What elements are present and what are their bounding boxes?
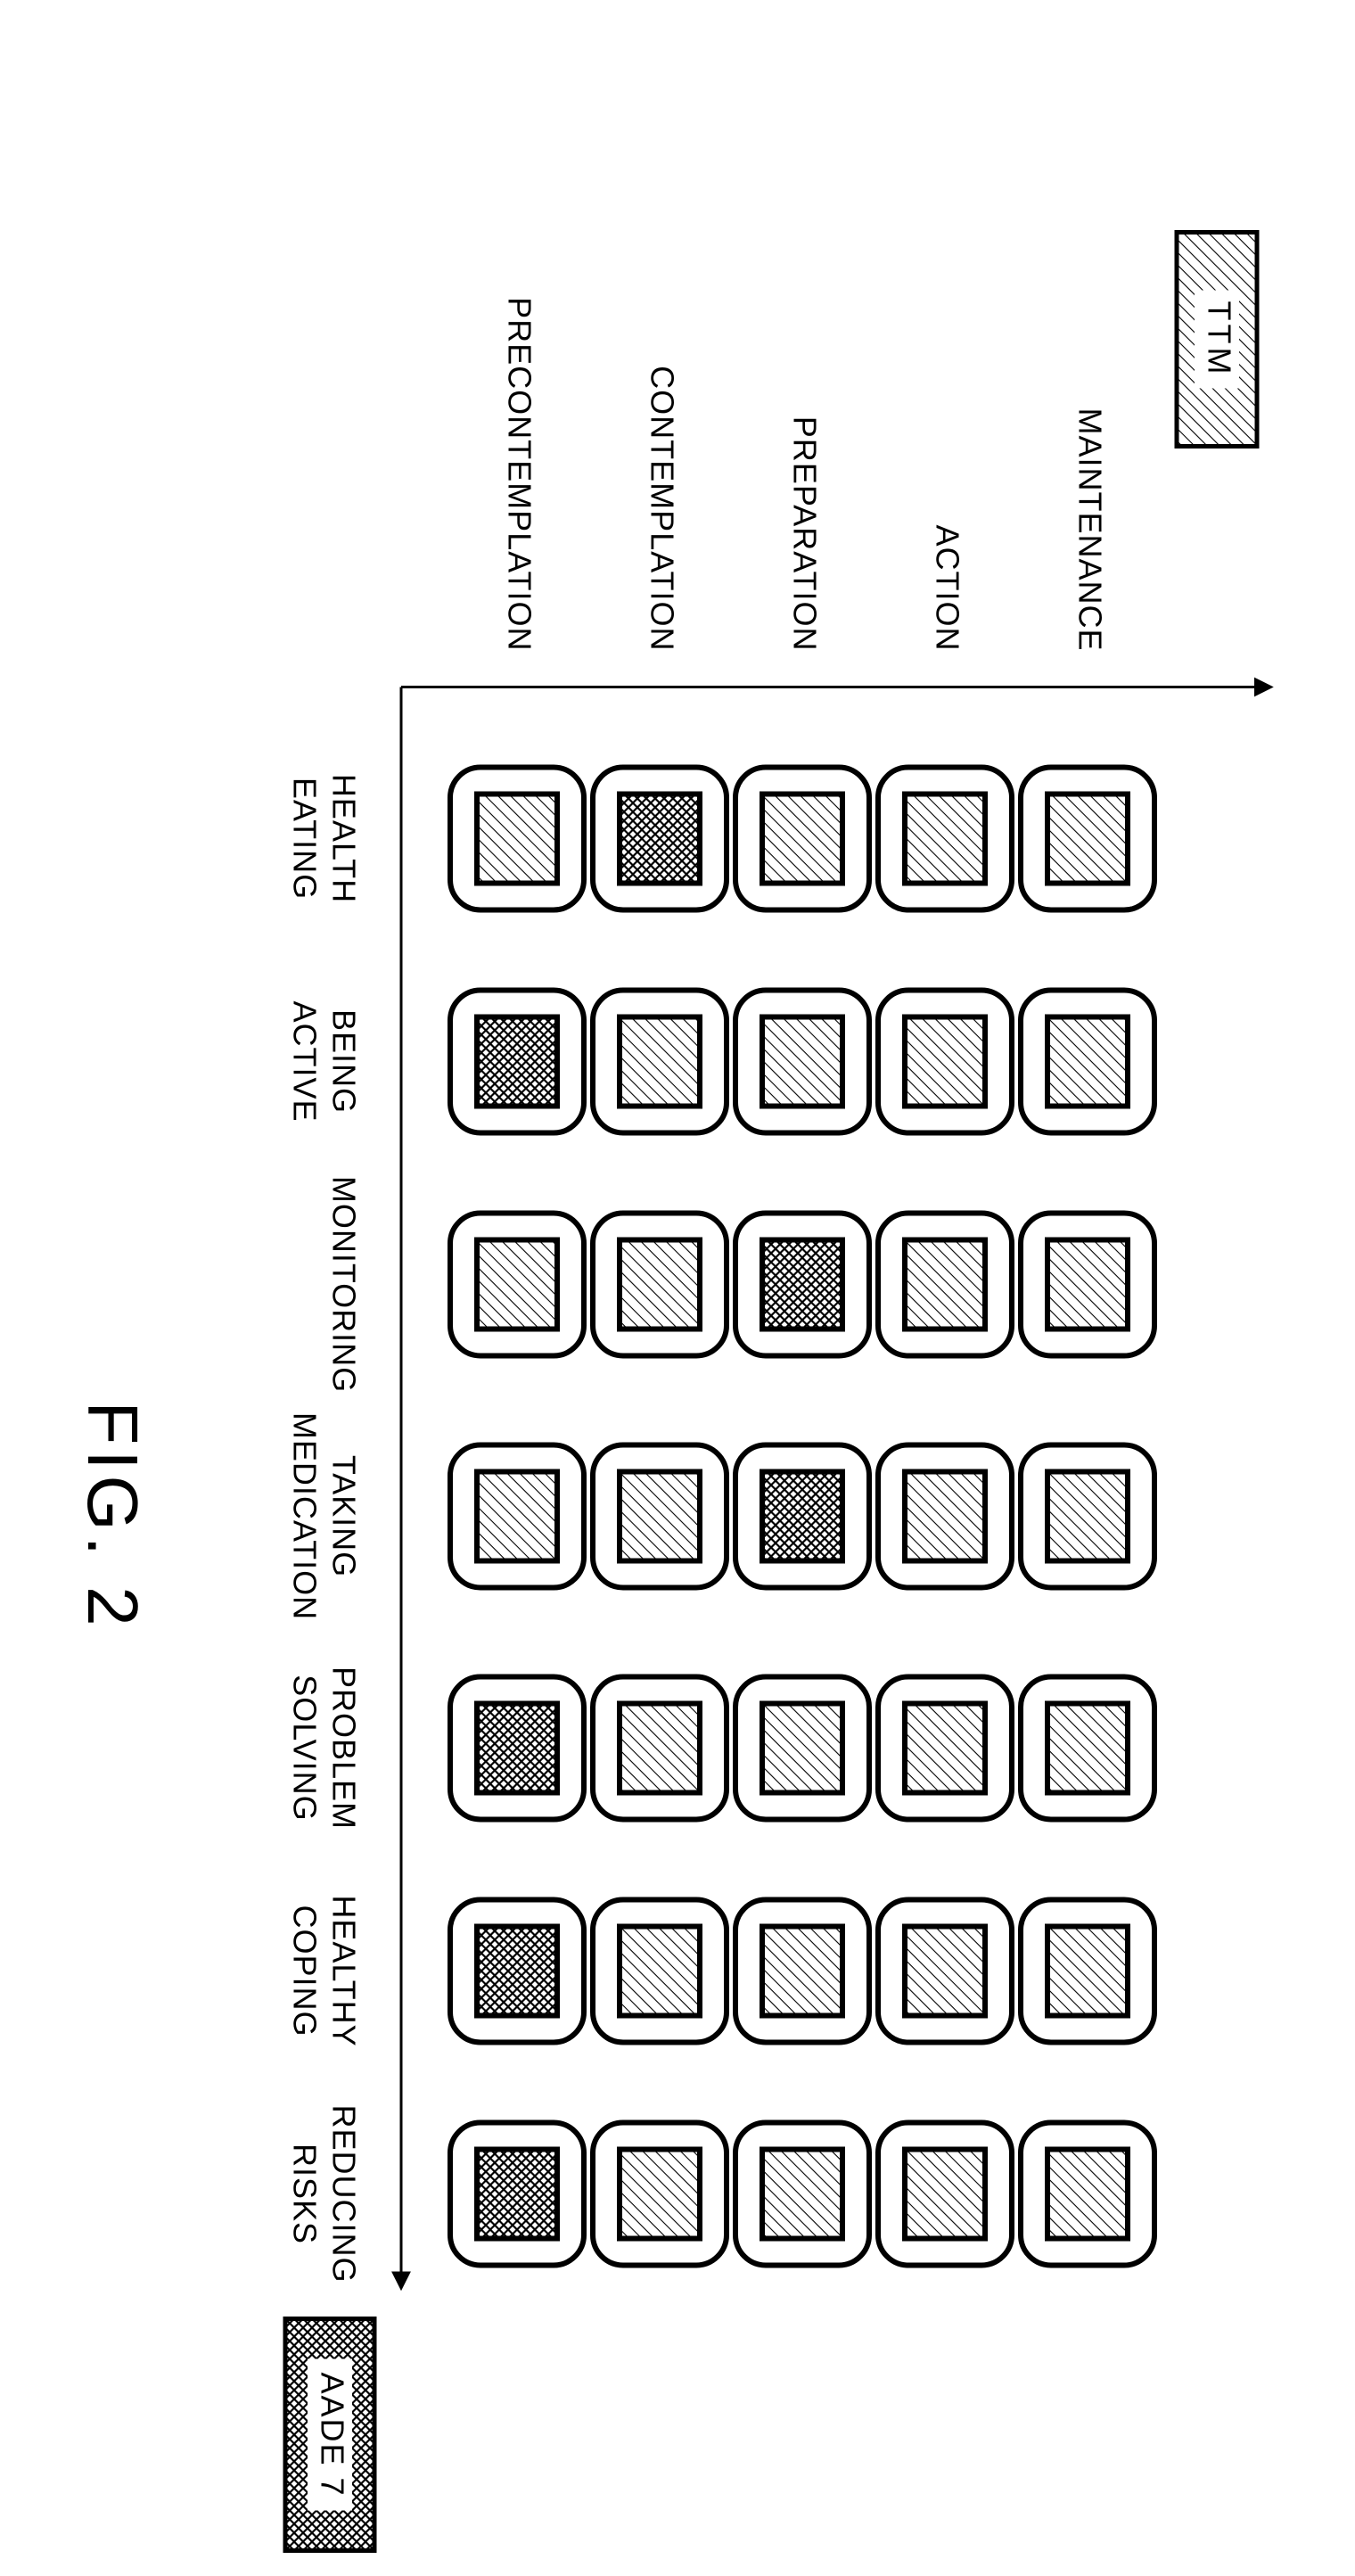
grid-cell [735,1444,869,1587]
y-axis-label: ACTION [929,524,965,651]
x-axis-label: PROBLEM [326,1666,363,1829]
grid-column [450,1676,1154,1819]
y-axis-label: CONTEMPLATION [644,366,680,651]
y-axis-label: PREPARATION [786,416,823,651]
x-axis-label: RISKS [287,2143,324,2243]
x-axis-label: HEALTH [326,773,363,902]
grid-cell [735,990,869,1132]
x-axis-label: BEING [326,1008,363,1113]
grid-cell [450,767,584,909]
ttm-badge-label: TTM [1201,300,1237,377]
grid-cell [1021,990,1154,1132]
x-axis-label: HEALTHY [326,1895,363,2046]
x-axis-label: TAKING [326,1454,363,1576]
grid-cell [593,990,727,1132]
grid-cell [450,1676,584,1819]
grid-cell [878,1444,1012,1587]
grid-cell [593,2122,727,2265]
grid-cell [1021,1444,1154,1587]
grid-cell [735,1676,869,1819]
grid-column [450,1444,1154,1587]
grid-cell [878,1213,1012,1355]
grid-cell [450,2122,584,2265]
grid-cell [593,767,727,909]
grid [450,767,1154,2265]
grid-cell [735,767,869,909]
grid-cell [878,2122,1012,2265]
x-axis-label: EATING [287,777,324,899]
grid-cell [735,1213,869,1355]
grid-cell [593,1444,727,1587]
grid-cell [1021,1213,1154,1355]
x-axis-label: MONITORING [326,1175,363,1392]
aade7-badge-label: AADE 7 [314,2372,350,2497]
grid-cell [878,1676,1012,1819]
x-axis-label: SOLVING [287,1675,324,1821]
ttm-badge: TTM [1177,232,1257,446]
x-axis-label: MEDICATION [287,1411,324,1619]
grid-cell [735,1899,869,2042]
aade7-badge: AADE 7 [285,2318,374,2550]
grid-cell [450,1444,584,1587]
x-axis-label: COPING [287,1905,324,2037]
grid-cell [1021,1899,1154,2042]
grid-column [450,767,1154,909]
grid-cell [1021,767,1154,909]
grid-cell [593,1676,727,1819]
grid-cell [878,990,1012,1132]
grid-cell [450,1213,584,1355]
grid-column [450,990,1154,1132]
x-axis-label: REDUCING [326,2104,363,2283]
grid-cell [450,990,584,1132]
grid-cell [735,2122,869,2265]
grid-column [450,1213,1154,1355]
y-axis-label: MAINTENANCE [1072,407,1108,651]
x-axis-label: ACTIVE [287,1000,324,1122]
grid-cell [450,1899,584,2042]
grid-cell [593,1899,727,2042]
figure-label: FIG. 2 [73,1401,152,1631]
grid-column [450,2122,1154,2265]
y-axis-label: PRECONTEMPLATION [501,297,538,651]
grid-cell [1021,2122,1154,2265]
grid-column [450,1899,1154,2042]
grid-cell [878,1899,1012,2042]
grid-cell [593,1213,727,1355]
grid-cell [878,767,1012,909]
rotated-stage: MAINTENANCE ACTION PREPARATION CONTEMPLATIO… [0,0,1355,2576]
grid-cell [1021,1676,1154,1819]
